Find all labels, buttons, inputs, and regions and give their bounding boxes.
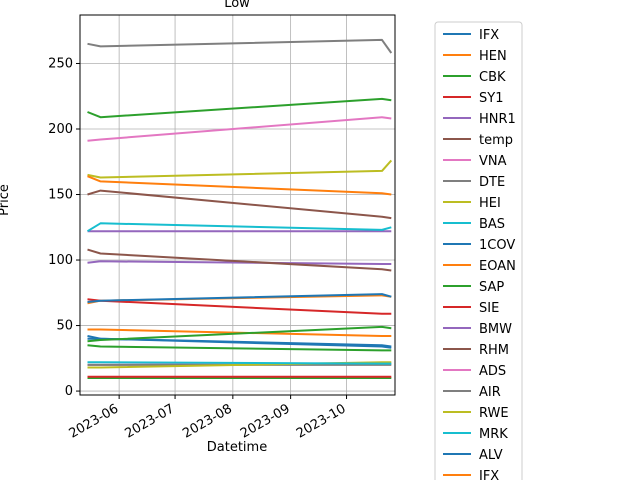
y-axis-label: Price	[0, 184, 12, 216]
series-line	[87, 175, 392, 196]
series-line	[87, 361, 392, 369]
legend-label: ADS	[479, 364, 506, 379]
series-line	[87, 361, 392, 365]
series-line	[87, 97, 392, 119]
series-line	[86, 222, 392, 233]
legend-label: VNA	[479, 154, 507, 169]
legend-label: EOAN	[479, 259, 516, 274]
series-line	[87, 293, 392, 303]
y-tick-label: 200	[48, 122, 73, 137]
legend-label: SY1	[479, 91, 503, 106]
legend-label: HEI	[479, 196, 501, 211]
legend-label: HEN	[479, 49, 507, 64]
series-line	[87, 116, 392, 142]
legend-label: IFX	[479, 28, 499, 43]
legend-label: HNR1	[479, 112, 516, 127]
legend-label: 1COV	[479, 238, 515, 253]
legend-label: IFX	[479, 469, 499, 480]
legend-label: DTE	[479, 175, 505, 190]
legend-label: RHM	[479, 343, 509, 358]
plot-frame	[79, 14, 396, 396]
legend: IFX HEN CBK SY1 HNR1 temp VNA DTE HEI BAS 1COV EOAN…	[434, 21, 523, 480]
series-line	[87, 344, 392, 352]
legend-box	[434, 21, 523, 480]
chart-title: Low	[224, 0, 250, 11]
x-tick-label: 2023-10	[294, 401, 349, 441]
y-tick-label: 250	[48, 56, 73, 71]
plot-area	[79, 14, 396, 396]
y-axis: 0 50 100 150 200 250	[48, 56, 80, 399]
legend-label: CBK	[479, 70, 506, 85]
series-line	[87, 260, 392, 265]
legend-label: BAS	[479, 217, 505, 232]
legend-label: SAP	[479, 280, 504, 295]
series-line	[87, 337, 392, 348]
series-line	[87, 189, 392, 220]
legend-label: AIR	[479, 385, 501, 400]
x-axis: 2023-06 2023-07 2023-08 2023-09 2023-10	[67, 395, 349, 442]
legend-label: MRK	[479, 427, 508, 442]
y-tick-label: 0	[65, 384, 73, 399]
series-line	[87, 159, 393, 179]
y-tick-label: 150	[48, 188, 73, 203]
y-tick-label: 100	[48, 253, 73, 268]
series-lines	[86, 38, 393, 379]
x-tick-label: 2023-07	[123, 401, 178, 441]
x-tick-label: 2023-09	[238, 401, 293, 441]
x-tick-label: 2023-06	[67, 401, 122, 441]
series-line	[87, 38, 393, 54]
series-line	[87, 248, 392, 272]
x-tick-label: 2023-08	[180, 401, 235, 441]
legend-label: SIE	[479, 301, 499, 316]
legend-label: RWE	[479, 406, 509, 421]
series-line	[87, 298, 392, 315]
legend-label: ALV	[479, 448, 503, 463]
y-tick-label: 50	[56, 319, 73, 334]
series-line	[87, 325, 392, 343]
legend-label: temp	[479, 133, 513, 148]
legend-label: BMW	[479, 322, 512, 337]
x-axis-label: Datetime	[207, 440, 267, 455]
